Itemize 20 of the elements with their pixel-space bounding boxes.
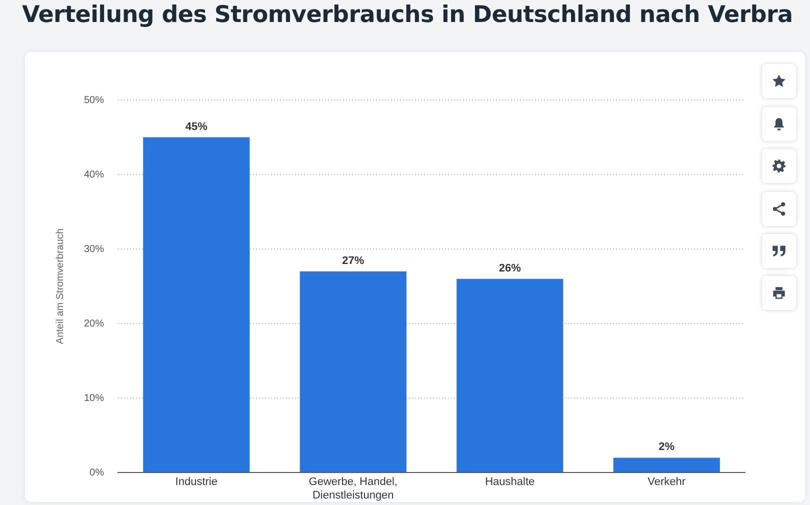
bar <box>456 278 564 472</box>
data-label: 26% <box>498 262 522 274</box>
chart-title: Verteilung des Stromverbrauchs in Deutschland nach Verbra <box>22 2 793 28</box>
y-tick-label: 50% <box>84 94 104 106</box>
x-tick-label: Verkehr <box>648 476 686 488</box>
data-label: 45% <box>185 120 208 133</box>
bar <box>300 271 406 472</box>
x-tick-label: Haushalte <box>485 476 535 488</box>
x-tick-label: Gewerbe, Handel, Dienstleistungen <box>308 476 398 502</box>
y-tick-label: 30% <box>84 244 104 255</box>
bar <box>143 137 250 472</box>
bar <box>613 458 720 472</box>
x-tick-label: Industrie <box>175 476 218 488</box>
y-tick-label: 20% <box>84 318 104 330</box>
y-tick-label: 10% <box>84 392 104 404</box>
y-tick-label: 40% <box>84 169 104 180</box>
y-tick-label: 0% <box>90 467 104 478</box>
data-label: 2% <box>658 441 675 454</box>
data-label: 27% <box>342 254 364 267</box>
y-axis-title: Anteil am Stromverbrauch <box>54 228 66 344</box>
